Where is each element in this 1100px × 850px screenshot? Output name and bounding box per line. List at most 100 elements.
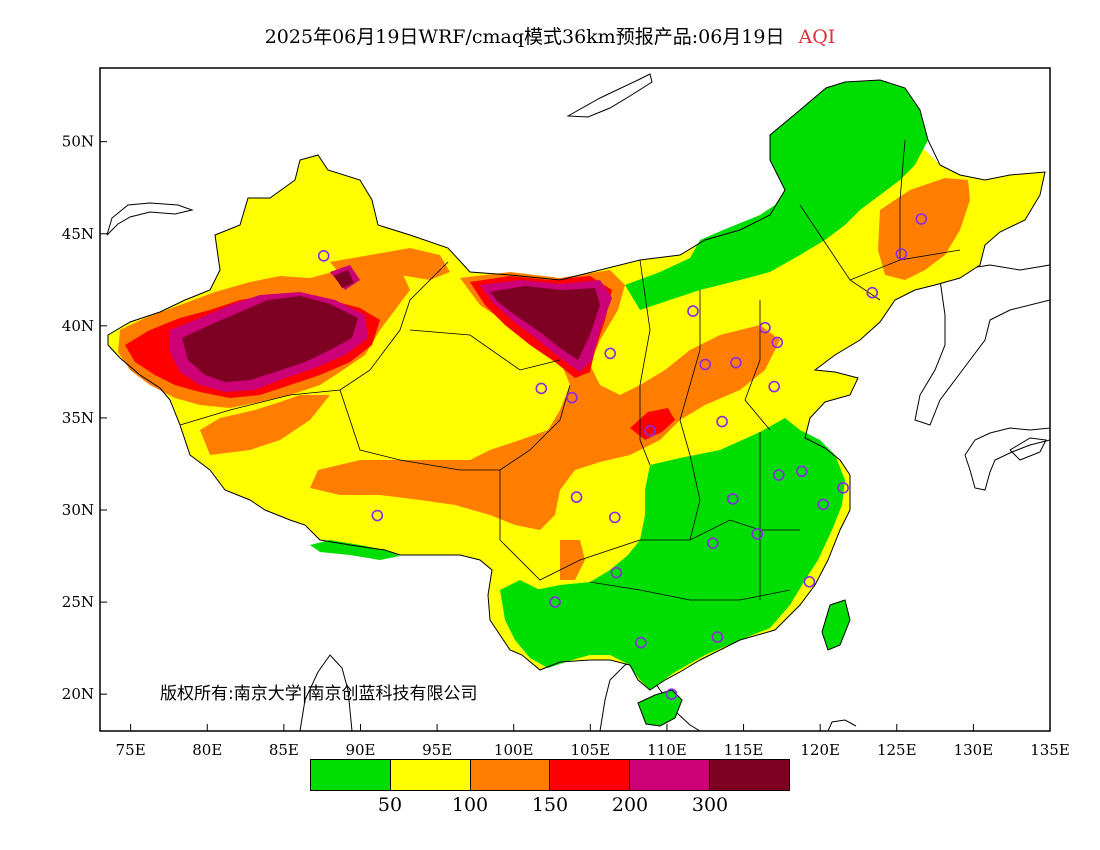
border-central-south [640, 519, 800, 541]
station-marker [635, 636, 647, 649]
border-shanxi [679, 290, 701, 456]
aqi-50-tibet-south [310, 540, 400, 560]
x-tick-label: 100E [494, 741, 534, 759]
aqi-150-central [310, 270, 780, 530]
station-marker [751, 528, 764, 540]
station-marker [609, 511, 621, 524]
aqi-150-tarim-south [200, 395, 330, 455]
station-marker [730, 356, 742, 369]
x-tick-label: 75E [116, 741, 146, 759]
aqi-hazardous-turpan [334, 270, 354, 288]
station-marker [549, 596, 561, 608]
copyright-text: 版权所有:南京大学|南京创蓝科技有限公司 [160, 684, 478, 704]
station-marker [817, 498, 830, 511]
y-tick-label: 25N [62, 593, 94, 611]
station-marker [711, 631, 724, 643]
station-marker [535, 382, 548, 395]
station-marker [687, 305, 699, 317]
y-tick-label: 35N [62, 409, 94, 427]
station-markers [317, 213, 928, 700]
border-shaanxi [639, 259, 651, 466]
border-qinghai [339, 384, 571, 471]
station-marker [837, 482, 849, 494]
station-marker [727, 493, 739, 505]
station-marker [759, 321, 771, 334]
x-tick-label: 105E [571, 741, 611, 759]
aqi-50-northeast [625, 80, 928, 310]
chart-title: 2025年06月19日WRF/cmaq模式36km预报产品:06月19日 AQI [0, 22, 1100, 49]
philippines-coast [827, 719, 857, 732]
y-tick-label: 30N [62, 501, 94, 519]
x-tick-label: 120E [800, 741, 840, 759]
border-neimeng-east [799, 204, 881, 301]
station-marker [604, 347, 617, 360]
x-tick-label: 125E [877, 741, 917, 759]
taiwan-border [821, 599, 851, 651]
border-hunan [689, 454, 701, 541]
title-variable: AQI [798, 26, 836, 48]
x-tick-label: 110E [647, 741, 687, 759]
aqi-legend-colorbar [310, 759, 790, 791]
x-tick-label: 80E [192, 741, 222, 759]
station-marker [915, 213, 928, 225]
y-tick-label: 20N [62, 685, 94, 703]
y-tick-label: 50N [62, 133, 94, 151]
legend-label: 200 [611, 794, 649, 816]
aqi-hazardous-alxa [490, 286, 600, 360]
japan-island [1009, 437, 1047, 461]
plot-frame [99, 67, 1051, 732]
x-tick-label: 135E [1030, 741, 1070, 759]
aqi-hazardous-taklamakan [182, 296, 358, 382]
aqi-150-northeast [878, 178, 970, 280]
border-xinjiang [179, 261, 449, 426]
aqi-50-south [508, 418, 845, 690]
x-tick-label: 85E [269, 741, 299, 759]
station-marker [371, 509, 384, 522]
station-marker [570, 491, 583, 503]
aqi-50-yunnan [500, 580, 540, 640]
border-south [589, 581, 791, 601]
station-marker [610, 566, 623, 579]
station-marker [772, 469, 785, 481]
station-marker [866, 286, 879, 299]
korea-japan-coast [964, 427, 1051, 491]
legend-swatch-4 [550, 760, 631, 790]
station-marker [895, 248, 908, 260]
x-axis-ticks: 75E 80E 85E 90E 95E 100E 105E 110E 115E 120E 125E 1… [116, 724, 1070, 759]
hainan-border [637, 689, 683, 727]
legend-label: 150 [531, 794, 569, 816]
title-main: 2025年06月19日WRF/cmaq模式36km预报产品:06月19日 [264, 26, 785, 48]
lake-baikal [566, 73, 653, 118]
station-marker [768, 380, 780, 393]
x-tick-label: 130E [954, 741, 994, 759]
legend-swatch-1 [311, 760, 391, 790]
station-marker [803, 576, 816, 588]
x-tick-label: 95E [422, 741, 452, 759]
china-border [107, 79, 1046, 691]
border-heilongjiang [899, 139, 906, 260]
aqi-150-dzungaria [330, 248, 450, 280]
station-marker [699, 358, 712, 371]
x-tick-label: 90E [345, 741, 375, 759]
y-axis-ticks: 50N 45N 40N 35N 30N 25N 20N [62, 133, 107, 703]
aqi-200-henan [630, 408, 675, 440]
legend-swatch-3 [470, 760, 551, 790]
legend-label: 50 [377, 794, 403, 816]
legend-swatch-6 [710, 760, 789, 790]
station-marker [317, 250, 330, 262]
legend-label: 300 [691, 794, 729, 816]
station-marker [665, 688, 678, 700]
lake-balkhash [106, 202, 194, 236]
korea-peninsula [914, 264, 1051, 426]
legend-label: 100 [451, 794, 489, 816]
legend-swatch-2 [390, 760, 471, 790]
border-jilin [849, 249, 961, 281]
station-marker [771, 336, 784, 349]
station-marker [707, 537, 719, 549]
y-tick-label: 40N [62, 317, 94, 335]
y-tick-label: 45N [62, 225, 94, 243]
aqi-150-sichuan [560, 540, 585, 580]
bay-of-bengal-coast [299, 654, 353, 732]
border-gansu [409, 329, 561, 371]
